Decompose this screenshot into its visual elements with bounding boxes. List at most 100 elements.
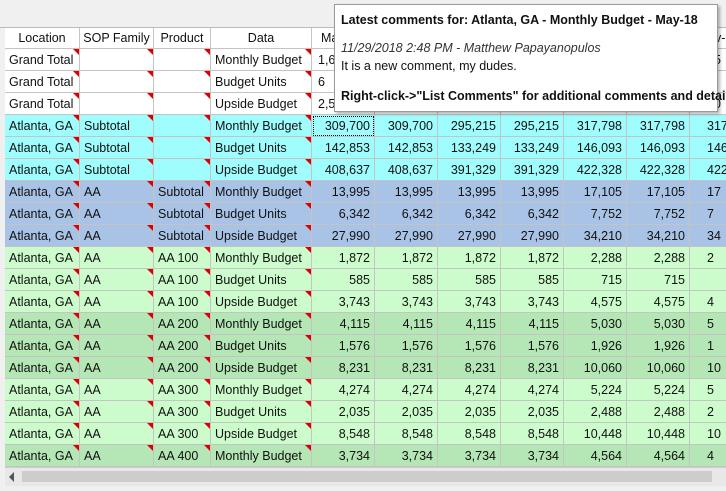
- row-label-cell[interactable]: AA 100: [154, 291, 211, 313]
- value-cell[interactable]: 17,105: [564, 181, 627, 203]
- row-label-cell[interactable]: Monthly Budget: [211, 313, 312, 335]
- value-cell[interactable]: 391,329: [438, 159, 501, 181]
- value-cell[interactable]: 10,448: [564, 423, 627, 445]
- row-label-cell[interactable]: Subtotal: [154, 203, 211, 225]
- row-label-cell[interactable]: AA 300: [154, 401, 211, 423]
- value-cell[interactable]: 422: [690, 159, 726, 181]
- value-cell[interactable]: 4,564: [627, 445, 690, 467]
- value-cell[interactable]: 4,575: [564, 291, 627, 313]
- row-label-cell[interactable]: Atlanta, GA: [5, 379, 80, 401]
- scroll-left-arrow[interactable]: [9, 472, 14, 482]
- value-cell[interactable]: 8,548: [312, 423, 375, 445]
- value-cell[interactable]: 715: [564, 269, 627, 291]
- value-cell[interactable]: 1,872: [375, 247, 438, 269]
- scroll-thumb[interactable]: [22, 471, 712, 482]
- value-cell[interactable]: 4,274: [312, 379, 375, 401]
- value-cell[interactable]: 4,115: [438, 313, 501, 335]
- row-label-cell[interactable]: Atlanta, GA: [5, 181, 80, 203]
- row-label-cell[interactable]: Subtotal: [154, 181, 211, 203]
- column-header[interactable]: Data: [211, 28, 312, 49]
- value-cell[interactable]: 3,743: [438, 291, 501, 313]
- row-label-cell[interactable]: Atlanta, GA: [5, 445, 80, 467]
- value-cell[interactable]: 34,210: [564, 225, 627, 247]
- value-cell[interactable]: 5: [690, 313, 726, 335]
- value-cell[interactable]: 2,488: [564, 401, 627, 423]
- row-label-cell[interactable]: AA: [80, 269, 154, 291]
- value-cell[interactable]: 1,576: [375, 335, 438, 357]
- value-cell[interactable]: 4,274: [375, 379, 438, 401]
- row-label-cell[interactable]: [154, 159, 211, 181]
- value-cell[interactable]: 317: [690, 115, 726, 137]
- value-cell[interactable]: 1: [690, 335, 726, 357]
- row-label-cell[interactable]: [154, 137, 211, 159]
- row-label-cell[interactable]: AA 300: [154, 423, 211, 445]
- value-cell[interactable]: 309,700: [312, 115, 375, 137]
- value-cell[interactable]: 133,249: [501, 137, 564, 159]
- row-label-cell[interactable]: Monthly Budget: [211, 49, 312, 71]
- row-label-cell[interactable]: Subtotal: [80, 159, 154, 181]
- value-cell[interactable]: 585: [501, 269, 564, 291]
- row-label-cell[interactable]: Atlanta, GA: [5, 313, 80, 335]
- value-cell[interactable]: 3,734: [438, 445, 501, 467]
- value-cell[interactable]: 715: [627, 269, 690, 291]
- row-label-cell[interactable]: Grand Total: [5, 49, 80, 71]
- value-cell[interactable]: 10,060: [627, 357, 690, 379]
- row-label-cell[interactable]: Atlanta, GA: [5, 115, 80, 137]
- row-label-cell[interactable]: Atlanta, GA: [5, 423, 80, 445]
- row-label-cell[interactable]: AA 200: [154, 313, 211, 335]
- value-cell[interactable]: 13,995: [501, 181, 564, 203]
- value-cell[interactable]: 2,035: [375, 401, 438, 423]
- value-cell[interactable]: 1,872: [438, 247, 501, 269]
- value-cell[interactable]: 4,115: [312, 313, 375, 335]
- row-label-cell[interactable]: AA 100: [154, 269, 211, 291]
- value-cell[interactable]: 8,231: [501, 357, 564, 379]
- value-cell[interactable]: 13,995: [438, 181, 501, 203]
- value-cell[interactable]: 4,115: [375, 313, 438, 335]
- value-cell[interactable]: 10,060: [564, 357, 627, 379]
- value-cell[interactable]: 34: [690, 225, 726, 247]
- row-label-cell[interactable]: Atlanta, GA: [5, 137, 80, 159]
- row-label-cell[interactable]: [154, 49, 211, 71]
- value-cell[interactable]: 408,637: [312, 159, 375, 181]
- row-label-cell[interactable]: AA 400: [154, 445, 211, 467]
- value-cell[interactable]: 585: [312, 269, 375, 291]
- value-cell[interactable]: 1,872: [312, 247, 375, 269]
- row-label-cell[interactable]: Monthly Budget: [211, 379, 312, 401]
- value-cell[interactable]: [690, 269, 726, 291]
- value-cell[interactable]: 1,576: [501, 335, 564, 357]
- value-cell[interactable]: 142,853: [312, 137, 375, 159]
- value-cell[interactable]: 3,734: [501, 445, 564, 467]
- value-cell[interactable]: 3,734: [312, 445, 375, 467]
- value-cell[interactable]: 4: [690, 445, 726, 467]
- value-cell[interactable]: 2,035: [438, 401, 501, 423]
- value-cell[interactable]: 6,342: [438, 203, 501, 225]
- row-label-cell[interactable]: Atlanta, GA: [5, 357, 80, 379]
- value-cell[interactable]: 317,798: [627, 115, 690, 137]
- value-cell[interactable]: 2,288: [564, 247, 627, 269]
- row-label-cell[interactable]: Atlanta, GA: [5, 401, 80, 423]
- value-cell[interactable]: 5,224: [564, 379, 627, 401]
- row-label-cell[interactable]: [154, 115, 211, 137]
- row-label-cell[interactable]: AA: [80, 335, 154, 357]
- row-label-cell[interactable]: Atlanta, GA: [5, 291, 80, 313]
- value-cell[interactable]: 13,995: [375, 181, 438, 203]
- row-label-cell[interactable]: Budget Units: [211, 269, 312, 291]
- value-cell[interactable]: 142,853: [375, 137, 438, 159]
- value-cell[interactable]: 3,743: [312, 291, 375, 313]
- value-cell[interactable]: 13,995: [312, 181, 375, 203]
- value-cell[interactable]: 4,274: [438, 379, 501, 401]
- value-cell[interactable]: 2: [690, 247, 726, 269]
- value-cell[interactable]: 10: [690, 423, 726, 445]
- value-cell[interactable]: 5: [690, 379, 726, 401]
- value-cell[interactable]: 5,224: [627, 379, 690, 401]
- value-cell[interactable]: 408,637: [375, 159, 438, 181]
- value-cell[interactable]: 3,743: [375, 291, 438, 313]
- row-label-cell[interactable]: AA: [80, 445, 154, 467]
- row-label-cell[interactable]: Atlanta, GA: [5, 159, 80, 181]
- value-cell[interactable]: 8,231: [438, 357, 501, 379]
- row-label-cell[interactable]: Monthly Budget: [211, 445, 312, 467]
- value-cell[interactable]: 8,548: [501, 423, 564, 445]
- value-cell[interactable]: 5,030: [564, 313, 627, 335]
- row-label-cell[interactable]: [80, 71, 154, 93]
- value-cell[interactable]: 309,700: [375, 115, 438, 137]
